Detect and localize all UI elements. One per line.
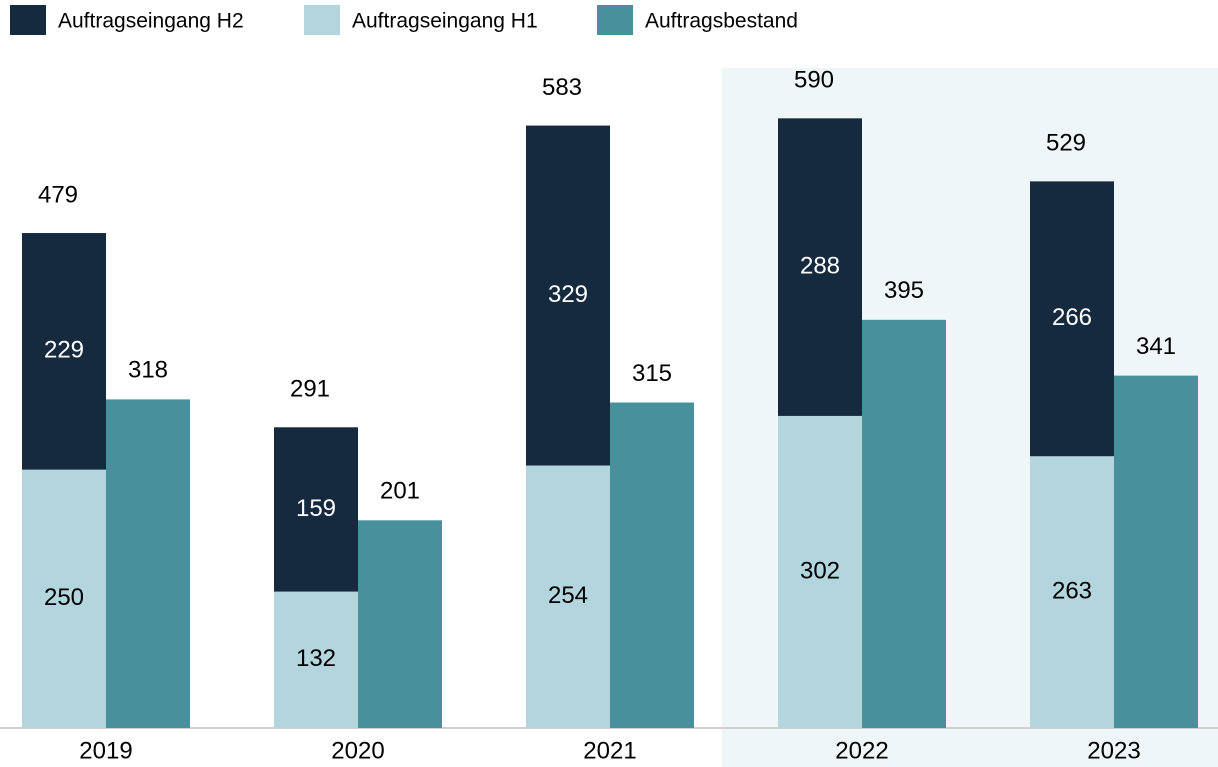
bar-label: 318 xyxy=(128,357,168,384)
x-tick-label: 2020 xyxy=(331,737,384,764)
x-tick-label: 2022 xyxy=(835,737,888,764)
bar-segment xyxy=(778,415,862,728)
bar xyxy=(1114,375,1198,728)
segment-label: 132 xyxy=(296,645,336,672)
bar-label: 315 xyxy=(632,360,672,387)
legend-swatch xyxy=(10,5,46,35)
bar-segment xyxy=(778,118,862,416)
bar-segment xyxy=(274,591,358,728)
x-tick-label: 2021 xyxy=(583,737,636,764)
segment-label: 329 xyxy=(548,281,588,308)
segment-label: 254 xyxy=(548,582,588,609)
segment-label: 250 xyxy=(44,584,84,611)
segment-label: 288 xyxy=(800,252,840,279)
bar-label: 201 xyxy=(380,478,420,505)
total-label: 291 xyxy=(290,376,330,403)
segment-label: 266 xyxy=(1052,304,1092,331)
bar-segment xyxy=(526,125,610,466)
bar xyxy=(862,319,946,728)
legend-swatch xyxy=(304,5,340,35)
bar-segment xyxy=(1030,456,1114,728)
legend-swatch xyxy=(597,5,633,35)
bar xyxy=(610,402,694,728)
segment-label: 159 xyxy=(296,495,336,522)
bar-segment xyxy=(526,465,610,728)
bar-label: 341 xyxy=(1136,333,1176,360)
legend-label: Auftragseingang H1 xyxy=(352,10,538,33)
total-label: 479 xyxy=(38,181,78,208)
x-tick-label: 2019 xyxy=(79,737,132,764)
bar xyxy=(358,520,442,728)
segment-label: 263 xyxy=(1052,577,1092,604)
bar-segment xyxy=(274,427,358,592)
total-label: 529 xyxy=(1046,130,1086,157)
bar-label: 395 xyxy=(884,277,924,304)
segment-label: 229 xyxy=(44,337,84,364)
bar-segment xyxy=(22,233,106,470)
x-tick-label: 2023 xyxy=(1087,737,1140,764)
segment-label: 302 xyxy=(800,557,840,584)
bar-segment xyxy=(22,469,106,728)
bar-segment xyxy=(1030,181,1114,457)
total-label: 590 xyxy=(794,67,834,94)
bar xyxy=(106,399,190,728)
total-label: 583 xyxy=(542,74,582,101)
legend-label: Auftragseingang H2 xyxy=(58,10,244,33)
legend-label: Auftragsbestand xyxy=(645,10,798,33)
